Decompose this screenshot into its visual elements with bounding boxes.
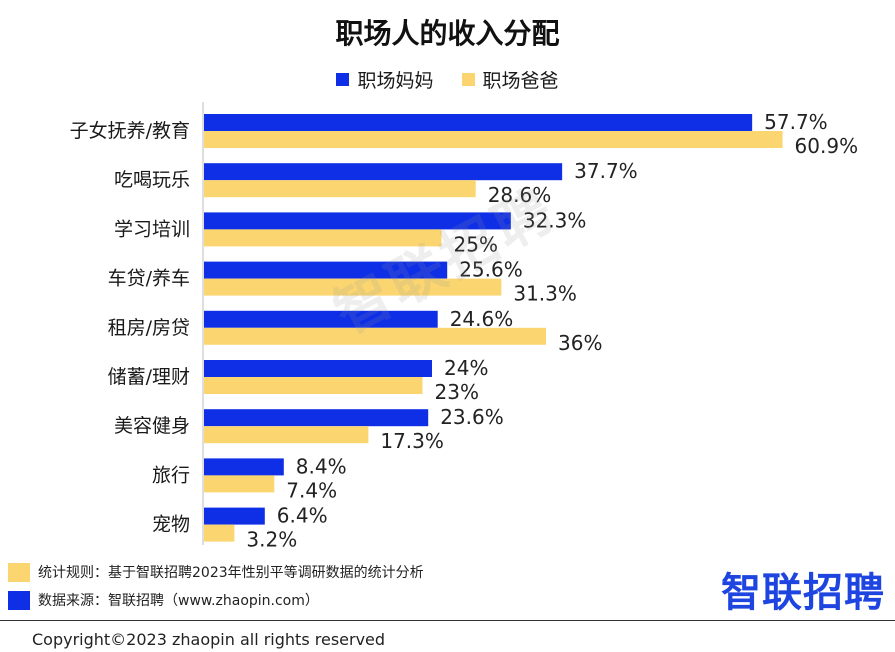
footer-divider: [0, 620, 895, 621]
data-label-dad: 3.2%: [246, 528, 297, 552]
category-label: 旅行: [152, 464, 190, 486]
bar-chart: 子女抚养/教育 57.7%60.9% 吃喝玩乐 37.7% 28.6% 学习培训 32.3%…: [70, 102, 859, 552]
bar-mom: [204, 507, 265, 525]
data-label-mom: 24.6%: [450, 307, 514, 331]
data-label-dad: 36%: [558, 331, 602, 355]
bar-mom: [204, 458, 284, 476]
bar-dad: [204, 426, 369, 444]
legend-label-mom: 职场妈妈: [357, 70, 434, 92]
legend-item-dad: 职场爸爸: [461, 66, 559, 93]
category-label: 宠物: [152, 514, 190, 536]
data-label-mom: 25.6%: [459, 258, 523, 282]
data-label-dad: 31.3%: [513, 282, 577, 306]
footer-source-text: 数据来源：智联招聘（www.zhaopin.com）: [38, 593, 319, 609]
data-label-dad: 28.6%: [488, 183, 552, 207]
bar-mom: [204, 163, 563, 181]
chart-title: 职场人的收入分配: [335, 17, 560, 50]
category-label: 车贷/养车: [108, 268, 190, 290]
bar-dad: [204, 131, 783, 148]
footer-rule-text: 统计规则：基于智联招聘2023年性别平等调研数据的统计分析: [38, 565, 424, 581]
data-label-mom: 6.4%: [277, 504, 328, 528]
footer-source-row: 数据来源：智联招聘（www.zhaopin.com）: [8, 590, 319, 610]
category-label: 学习培训: [114, 218, 190, 240]
chart-legend: 职场妈妈 职场爸爸: [0, 66, 895, 93]
bar-dad: [204, 278, 502, 296]
legend-swatch-mom: [336, 73, 350, 86]
bar-dad: [204, 327, 546, 345]
bar-mom: [204, 310, 438, 328]
bar-mom: [204, 360, 432, 377]
data-label-dad: 7.4%: [286, 478, 337, 502]
footer-source-swatch: [8, 590, 30, 610]
bar-mom: [204, 114, 753, 131]
brand-logo: 智联招聘: [721, 570, 885, 616]
category-label: 吃喝玩乐: [114, 169, 190, 191]
category-label: 储蓄/理财: [108, 366, 190, 388]
legend-item-mom: 职场妈妈: [336, 66, 434, 93]
category-label: 租房/房贷: [108, 317, 190, 339]
category-label: 子女抚养/教育: [70, 120, 190, 142]
legend-label-dad: 职场爸爸: [482, 70, 559, 92]
legend-swatch-dad: [461, 73, 475, 86]
bar-mom: [204, 212, 511, 230]
category-label: 美容健身: [114, 415, 190, 437]
bar-dad: [204, 377, 423, 394]
data-label-mom: 37.7%: [574, 159, 638, 183]
data-label-dad: 60.9%: [795, 134, 859, 158]
data-label-dad: 23%: [435, 380, 479, 404]
bar-dad: [204, 475, 275, 493]
bar-dad: [204, 524, 235, 542]
bar-dad: [204, 180, 476, 198]
bar-mom: [204, 261, 448, 279]
data-label-mom: 57.7%: [764, 110, 828, 134]
data-label-mom: 24%: [444, 356, 488, 380]
bar-mom: [204, 409, 429, 427]
data-label-mom: 8.4%: [296, 454, 347, 478]
data-label-dad: 25%: [454, 232, 498, 256]
data-label-dad: 17.3%: [380, 429, 444, 453]
data-label-mom: 32.3%: [523, 208, 587, 232]
bar-dad: [204, 229, 442, 247]
data-label-mom: 23.6%: [440, 405, 504, 429]
copyright-text: Copyright©2023 zhaopin all rights reserv…: [32, 630, 386, 649]
footer-rule-swatch: [8, 562, 30, 582]
footer-rule-row: 统计规则：基于智联招聘2023年性别平等调研数据的统计分析: [8, 562, 424, 582]
